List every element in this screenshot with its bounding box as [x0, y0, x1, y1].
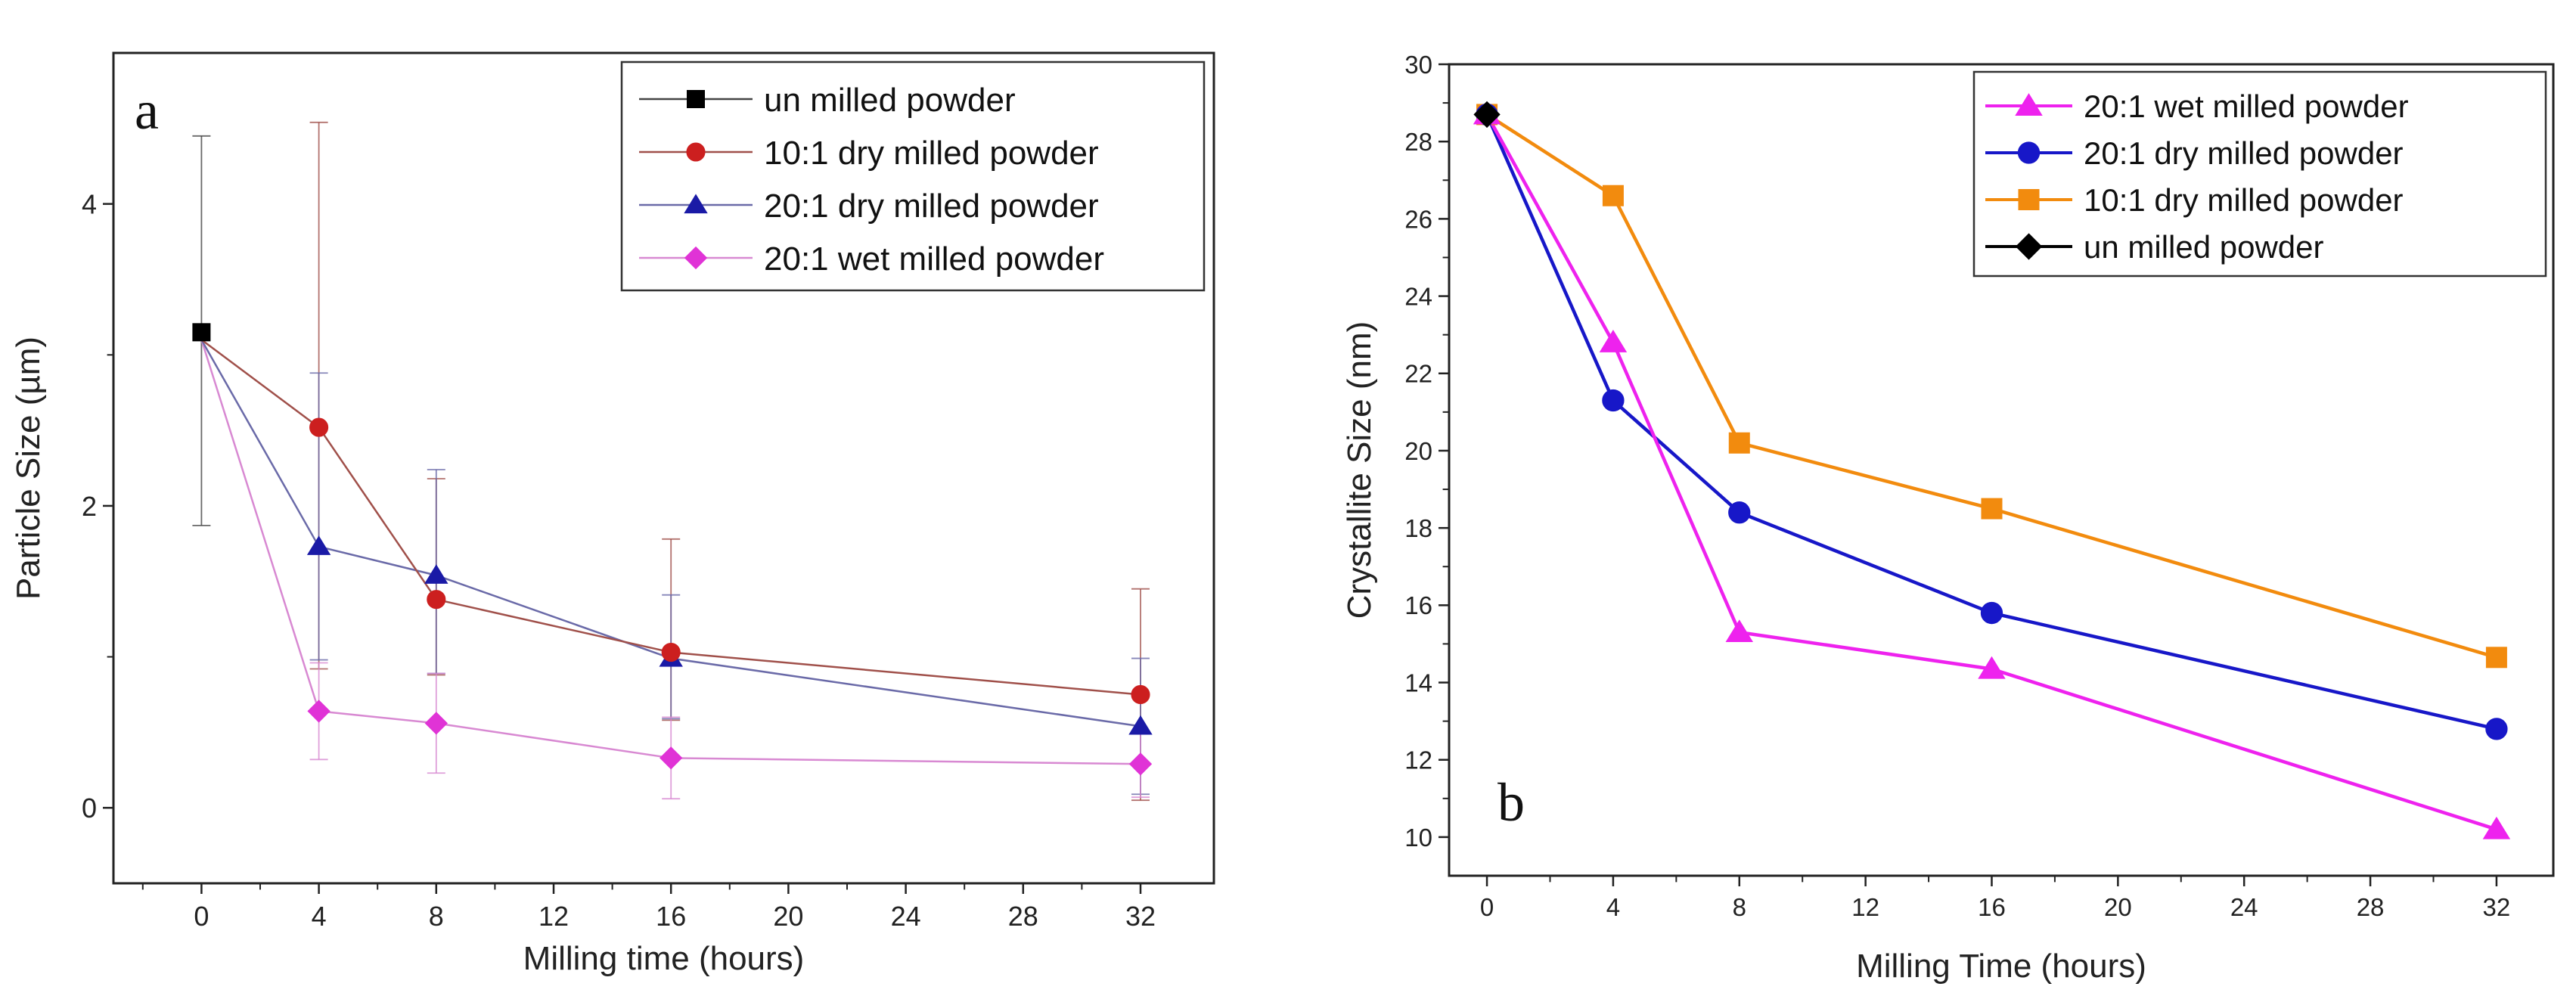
data-point-1-2: [1728, 501, 1751, 524]
x-tick-label: 28: [2357, 893, 2385, 921]
legend-marker: [686, 142, 706, 162]
y-axis-title: Crystallite Size (nm): [1341, 321, 1378, 619]
data-point-0-4: [2482, 816, 2511, 839]
data-point-3-4: [1128, 752, 1153, 776]
data-point-2-2: [1728, 432, 1750, 454]
legend-label: 20:1 wet milled powder: [764, 240, 1104, 278]
data-point-0-1: [1599, 330, 1628, 352]
x-tick-label: 16: [1978, 893, 2006, 921]
legend-label: 20:1 dry milled powder: [764, 188, 1099, 225]
legend-marker: [684, 246, 708, 270]
x-tick-label: 16: [656, 901, 686, 932]
x-tick-label: 28: [1008, 901, 1038, 932]
x-tick-label: 32: [2483, 893, 2511, 921]
y-tick-label: 22: [1404, 360, 1432, 388]
y-tick-label: 12: [1404, 746, 1432, 774]
legend: 20:1 wet milled powder 20:1 dry milled po…: [1972, 70, 2547, 278]
y-axis-title: Particle Size (µm): [10, 337, 47, 600]
data-point-3-0: [1473, 101, 1501, 129]
y-tick-label: 24: [1404, 282, 1432, 310]
x-tick-label: 4: [312, 901, 327, 932]
data-point-3-3: [660, 746, 683, 770]
data-point-2-1: [306, 535, 331, 555]
legend-marker: [2015, 233, 2043, 260]
y-tick-label: 16: [1404, 591, 1432, 619]
data-point-1-3: [661, 643, 681, 662]
legend-label: 20:1 wet milled powder: [2084, 88, 2409, 124]
x-tick-label: 20: [2104, 893, 2132, 921]
x-tick-label: 8: [1733, 893, 1746, 921]
x-tick-label: 4: [1606, 893, 1620, 921]
y-tick-label: 2: [82, 491, 97, 522]
x-tick-label: 32: [1125, 901, 1156, 932]
x-axis-title: Milling Time (hours): [1856, 948, 2146, 985]
data-point-1-4: [2485, 718, 2508, 740]
chart-panel-b: 0 4 8 12 16 20 24 28 32 10 12 14 16 18 20 22 24 26 28 30 Mil…: [1341, 51, 2555, 985]
data-point-2-3: [1981, 498, 2003, 520]
plot-frame: [112, 51, 1215, 885]
x-tick-label: 24: [2230, 893, 2258, 921]
legend-label: 10:1 dry milled powder: [764, 135, 1099, 172]
x-tick-label: 12: [1851, 893, 1879, 921]
data-point-1-2: [427, 590, 446, 610]
data-point-2-4: [2485, 647, 2507, 669]
x-tick-label: 0: [1480, 893, 1494, 921]
legend-label: un milled powder: [2084, 229, 2324, 265]
data-point-3-1: [307, 700, 331, 723]
legend-marker: [2018, 189, 2040, 210]
data-point-2-1: [1602, 185, 1624, 206]
panel-label: a: [135, 80, 159, 141]
data-point-1-1: [309, 417, 329, 437]
legend-box: [620, 60, 1206, 292]
panel-label: b: [1497, 772, 1525, 833]
x-axis-title: Milling time (hours): [523, 940, 805, 977]
x-tick-label: 24: [891, 901, 921, 932]
y-tick-label: 4: [82, 189, 97, 220]
data-point-1-3: [1980, 601, 2003, 625]
data-point-2-4: [1128, 715, 1153, 735]
y-tick-label: 0: [82, 793, 97, 824]
x-tick-label: 8: [429, 901, 444, 932]
data-point-3-2: [424, 712, 448, 735]
legend: un milled powder 10:1 dry milled powder 20…: [620, 60, 1206, 292]
y-tick-label: 14: [1404, 669, 1432, 697]
data-point-1-1: [1602, 389, 1625, 412]
y-tick-label: 18: [1404, 514, 1432, 542]
data-point-1-4: [1131, 684, 1150, 705]
y-tick-label: 10: [1404, 824, 1432, 852]
data-point-2-2: [424, 564, 448, 584]
data-point-0-0: [192, 323, 211, 342]
y-tick-label: 26: [1404, 205, 1432, 233]
legend-marker: [687, 90, 705, 108]
legend-marker: [684, 194, 708, 214]
y-tick-label: 20: [1404, 437, 1432, 465]
y-tick-label: 28: [1404, 128, 1432, 156]
plot-frame: [1448, 63, 2555, 877]
legend-label: 20:1 dry milled powder: [2084, 135, 2404, 171]
legend-label: 10:1 dry milled powder: [2084, 182, 2404, 218]
data-point-0-3: [1978, 656, 2006, 679]
legend-marker: [2015, 93, 2043, 116]
data-point-0-2: [1725, 619, 1753, 643]
x-tick-label: 0: [194, 901, 209, 932]
x-tick-label: 12: [538, 901, 569, 932]
x-tick-label: 20: [773, 901, 803, 932]
legend-label: un milled powder: [764, 82, 1016, 119]
y-tick-label: 30: [1404, 51, 1432, 79]
legend-marker: [2017, 141, 2041, 164]
